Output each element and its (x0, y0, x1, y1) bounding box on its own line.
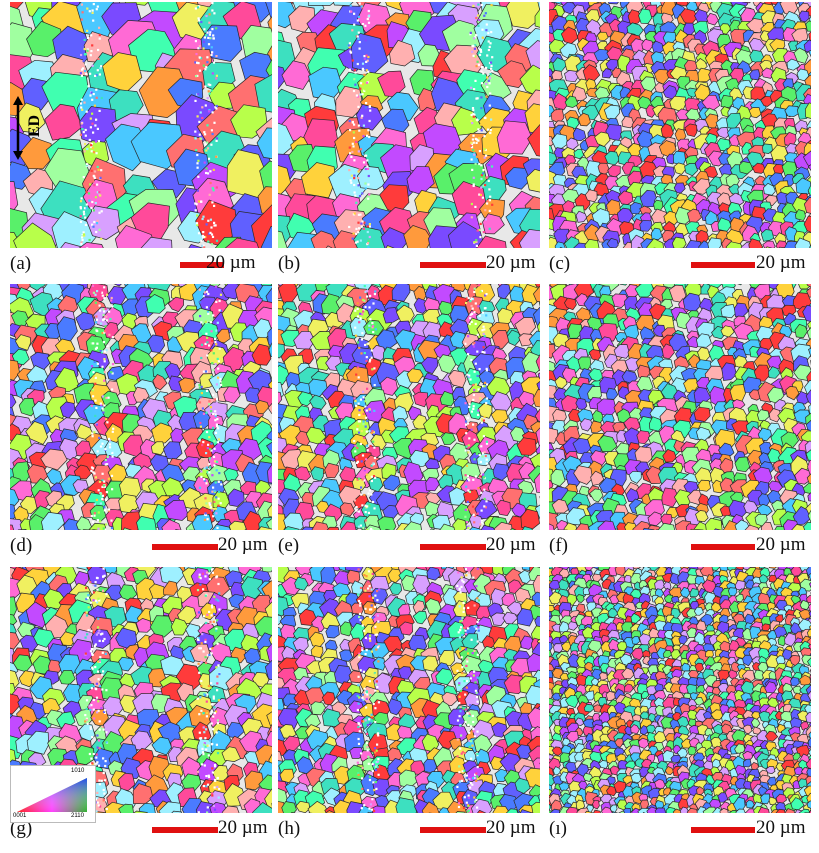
ebsd-map-h (278, 567, 540, 813)
ebsd-map-f (549, 284, 811, 530)
scale-text-d: 20 µm (218, 534, 268, 555)
ebsd-map-c (549, 2, 811, 248)
panel-c: (c) 20 µm (549, 2, 811, 279)
panel-h: (h) 20 µm (278, 567, 540, 844)
scale-bar-c (691, 262, 755, 268)
scale-text-e: 20 µm (486, 534, 536, 555)
panel-label-b: (b) (278, 253, 301, 274)
panel-label-g: (g) (10, 818, 33, 839)
grain-map-a (10, 2, 272, 248)
panel-i: (ı) 20 µm (549, 567, 811, 844)
panel-label-f: (f) (549, 535, 568, 556)
panel-label-e: (e) (278, 535, 300, 556)
grain-map-h (278, 567, 540, 813)
scale-bar-f (691, 544, 755, 550)
scale-bar-i (691, 827, 755, 833)
grain-map-f (549, 284, 811, 530)
grain-map-i (549, 567, 811, 813)
ebsd-map-i (549, 567, 811, 813)
panel-e: (e) 20 µm (278, 284, 540, 561)
grain-map-e (278, 284, 540, 530)
scale-text-h: 20 µm (486, 817, 536, 838)
scale-text-g: 20 µm (218, 817, 268, 838)
ipf-label-right: 2110 (71, 813, 84, 819)
ebsd-map-e (278, 284, 540, 530)
ipf-label-left: 0001 (13, 813, 27, 819)
scale-text-i: 20 µm (756, 817, 806, 838)
scale-text-a: 20 µm (206, 252, 256, 273)
ipf-triangle-icon (17, 778, 87, 812)
grain-map-c (549, 2, 811, 248)
grain-map-b (278, 2, 540, 248)
panel-b: (b) 20 µm (278, 2, 540, 279)
panel-label-a: (a) (10, 253, 32, 274)
panel-f: (f) 20 µm (549, 284, 811, 561)
ipf-color-key: 1010 0001 2110 (10, 765, 96, 823)
ipf-label-top: 1010 (71, 768, 85, 774)
scale-text-c: 20 µm (756, 252, 806, 273)
panel-label-h: (h) (278, 818, 301, 839)
scale-bar-a (180, 262, 224, 268)
panel-a: (a) 20 µm (10, 2, 272, 279)
scale-bar-e (420, 544, 486, 550)
scale-bar-h (420, 827, 486, 833)
scale-bar-b (420, 262, 486, 268)
panel-label-i: (ı) (549, 818, 567, 839)
scale-text-b: 20 µm (486, 252, 536, 273)
ebsd-map-a (10, 2, 272, 248)
panel-label-c: (c) (549, 253, 571, 274)
ebsd-map-d (10, 284, 272, 530)
ebsd-map-b (278, 2, 540, 248)
ed-label: ED (26, 114, 43, 138)
scale-bar-g (152, 827, 218, 833)
ed-direction-marker: ED (12, 96, 43, 160)
grain-map-d (10, 284, 272, 530)
scale-text-f: 20 µm (756, 534, 806, 555)
panel-label-d: (d) (10, 535, 33, 556)
scale-bar-d (152, 544, 218, 550)
double-arrow-icon (13, 96, 23, 160)
panel-d: (d) 20 µm (10, 284, 272, 561)
